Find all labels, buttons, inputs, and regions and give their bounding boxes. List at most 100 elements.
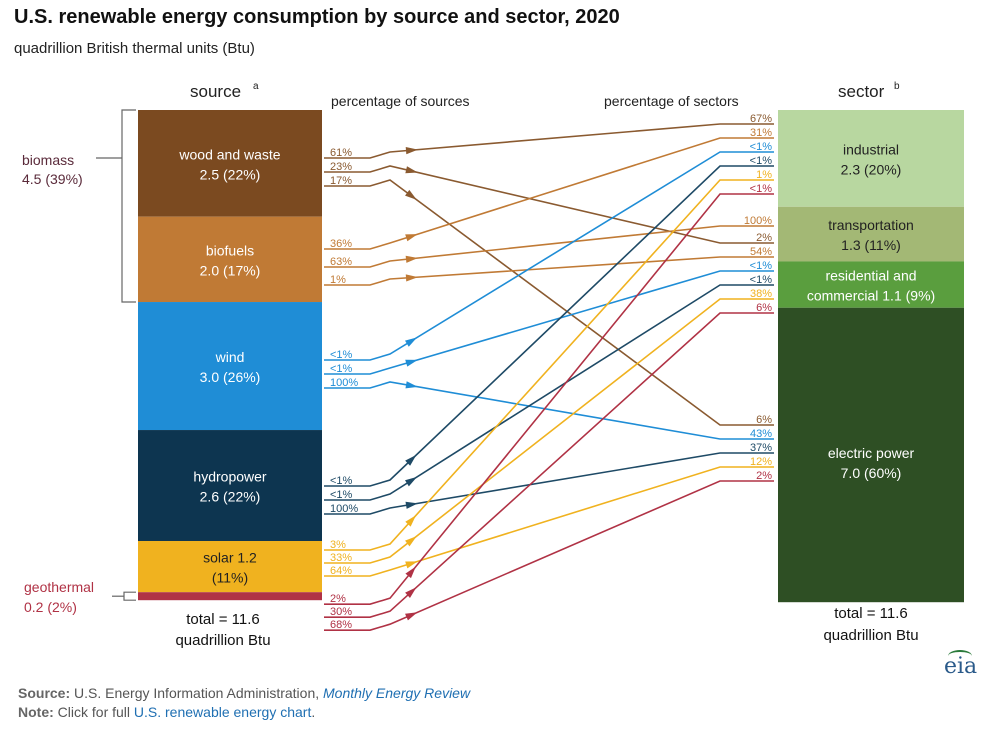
- source-header-sup: a: [253, 81, 259, 92]
- source-label-hydro: hydropower: [193, 469, 266, 485]
- source-label-solar: solar 1.2: [203, 550, 257, 566]
- geothermal-bracket: [123, 591, 136, 601]
- biomass-label: biomass: [22, 152, 74, 168]
- flow-biofuels-to-industrial: [324, 137, 774, 250]
- flow-sec-pct-geo-to-electric: 2%: [756, 470, 772, 482]
- flow-arrow-biofuels-to-industrial: [405, 234, 418, 242]
- source-header: source: [190, 82, 241, 101]
- flow-src-pct-hydro-to-industrial: <1%: [330, 475, 353, 487]
- source-link[interactable]: Monthly Energy Review: [323, 685, 471, 701]
- flow-src-pct-wood-to-electric: 17%: [330, 175, 352, 187]
- flow-sec-pct-geo-to-rescom: 6%: [756, 302, 772, 314]
- source-text: U.S. Energy Information Administration,: [74, 685, 324, 701]
- flow-biofuels-to-rescom: [324, 256, 774, 286]
- source-bar-solar: [138, 540, 322, 593]
- sector-header: sector: [838, 82, 885, 101]
- flow-src-pct-solar-to-industrial: 3%: [330, 539, 346, 551]
- source-label-wood: wood and waste: [178, 146, 280, 162]
- flow-wood-to-rescom: [324, 165, 774, 244]
- source-total-line2: quadrillion Btu: [175, 632, 270, 649]
- flow-sec-pct-geo-to-industrial: <1%: [750, 183, 773, 195]
- sector-label-industrial: industrial: [843, 141, 899, 157]
- source-label-biofuels: biofuels: [206, 242, 254, 258]
- pct-sources-header: percentage of sources: [331, 93, 470, 109]
- note-link[interactable]: U.S. renewable energy chart: [133, 704, 312, 720]
- sector-value-rescom: commercial 1.1 (9%): [807, 288, 935, 304]
- flow-src-pct-geo-to-industrial: 2%: [330, 593, 346, 605]
- source-bar-wind: [138, 302, 322, 431]
- flow-sec-pct-biofuels-to-rescom: 54%: [750, 246, 772, 258]
- pct-sectors-header: percentage of sectors: [604, 93, 739, 109]
- flow-arrow-hydro-to-industrial: [405, 454, 417, 466]
- source-value-hydro: 2.6 (22%): [200, 489, 261, 505]
- flow-sec-pct-hydro-to-electric: 37%: [750, 442, 772, 454]
- flow-arrow-solar-to-rescom: [405, 536, 417, 547]
- flow-src-pct-hydro-to-electric: 100%: [330, 503, 358, 515]
- sector-value-industrial: 2.3 (20%): [841, 161, 902, 177]
- source-value-solar: (11%): [212, 570, 248, 586]
- eia-logo-arc: [948, 650, 972, 662]
- sector-value-electric: 7.0 (60%): [841, 465, 902, 481]
- source-bar-biofuels: [138, 216, 322, 303]
- flow-geo-to-industrial: [324, 193, 774, 605]
- flow-arrow-geo-to-industrial: [405, 566, 416, 579]
- flow-arrow-wind-to-rescom: [405, 359, 418, 367]
- flow-arrow-hydro-to-electric: [405, 501, 418, 509]
- flow-arrow-geo-to-rescom: [405, 587, 417, 599]
- note-line: Note: Click for full U.S. renewable ener…: [18, 703, 470, 722]
- flow-arrow-wind-to-electric: [405, 381, 418, 389]
- flow-sec-pct-hydro-to-rescom: <1%: [750, 274, 773, 286]
- flow-sec-pct-wood-to-industrial: 67%: [750, 113, 772, 125]
- flow-sec-pct-solar-to-rescom: 38%: [750, 288, 772, 300]
- flow-src-pct-biofuels-to-industrial: 36%: [330, 238, 352, 250]
- source-bar-hydro: [138, 430, 322, 541]
- source-total-line1: total = 11.6: [186, 611, 260, 628]
- source-bar-geo: [138, 592, 322, 601]
- flow-solar-to-industrial: [324, 179, 774, 551]
- flow-arrow-wood-to-industrial: [405, 147, 418, 155]
- flow-src-pct-wind-to-electric: 100%: [330, 377, 358, 389]
- flow-geo-to-rescom: [324, 312, 774, 618]
- source-line: Source: U.S. Energy Information Administ…: [18, 684, 470, 703]
- flow-hydro-to-electric: [324, 452, 774, 515]
- note-end: .: [311, 704, 316, 720]
- sector-header-sup: b: [894, 81, 900, 92]
- flow-src-pct-solar-to-rescom: 33%: [330, 552, 352, 564]
- flow-sec-pct-solar-to-electric: 12%: [750, 456, 772, 468]
- flow-sec-pct-hydro-to-industrial: <1%: [750, 155, 773, 167]
- sector-label-rescom: residential and: [825, 268, 916, 284]
- flow-src-pct-wind-to-industrial: <1%: [330, 349, 353, 361]
- flow-src-pct-geo-to-rescom: 30%: [330, 606, 352, 618]
- flow-arrow-solar-to-electric: [405, 561, 418, 569]
- flow-sec-pct-wind-to-industrial: <1%: [750, 141, 773, 153]
- source-bar-wood: [138, 110, 322, 217]
- flow-solar-to-electric: [324, 466, 774, 577]
- sector-bar-transport: [778, 206, 964, 262]
- flow-sec-pct-biofuels-to-industrial: 31%: [750, 127, 772, 139]
- sector-total-line1: total = 11.6: [834, 605, 908, 622]
- flow-src-pct-biofuels-to-transport: 63%: [330, 256, 352, 268]
- source-value-wood: 2.5 (22%): [200, 166, 261, 182]
- flow-sec-pct-wood-to-rescom: 2%: [756, 232, 772, 244]
- source-label-wind: wind: [215, 349, 245, 365]
- sector-total-line2: quadrillion Btu: [823, 627, 918, 644]
- flow-wind-to-rescom: [324, 270, 774, 375]
- flow-arrow-wood-to-electric: [405, 189, 417, 200]
- flow-arrow-hydro-to-rescom: [405, 476, 418, 487]
- source-label: Source:: [18, 685, 71, 701]
- flow-hydro-to-rescom: [324, 284, 774, 501]
- footer: Source: U.S. Energy Information Administ…: [18, 684, 470, 722]
- flow-sec-pct-wood-to-electric: 6%: [756, 414, 772, 426]
- sector-bar-rescom: [778, 261, 964, 308]
- flow-sec-pct-solar-to-industrial: 1%: [756, 169, 772, 181]
- flow-arrow-wood-to-rescom: [405, 166, 418, 174]
- note-label: Note:: [18, 704, 54, 720]
- geothermal-label: geothermal: [24, 579, 94, 595]
- flow-sec-pct-wind-to-rescom: <1%: [750, 260, 773, 272]
- flow-sec-pct-biofuels-to-transport: 100%: [744, 215, 772, 227]
- flow-src-pct-biofuels-to-rescom: 1%: [330, 274, 346, 286]
- flow-src-pct-wood-to-rescom: 23%: [330, 161, 352, 173]
- sector-label-electric: electric power: [828, 445, 915, 461]
- biomass-value: 4.5 (39%): [22, 171, 83, 187]
- flow-wood-to-industrial: [324, 123, 774, 159]
